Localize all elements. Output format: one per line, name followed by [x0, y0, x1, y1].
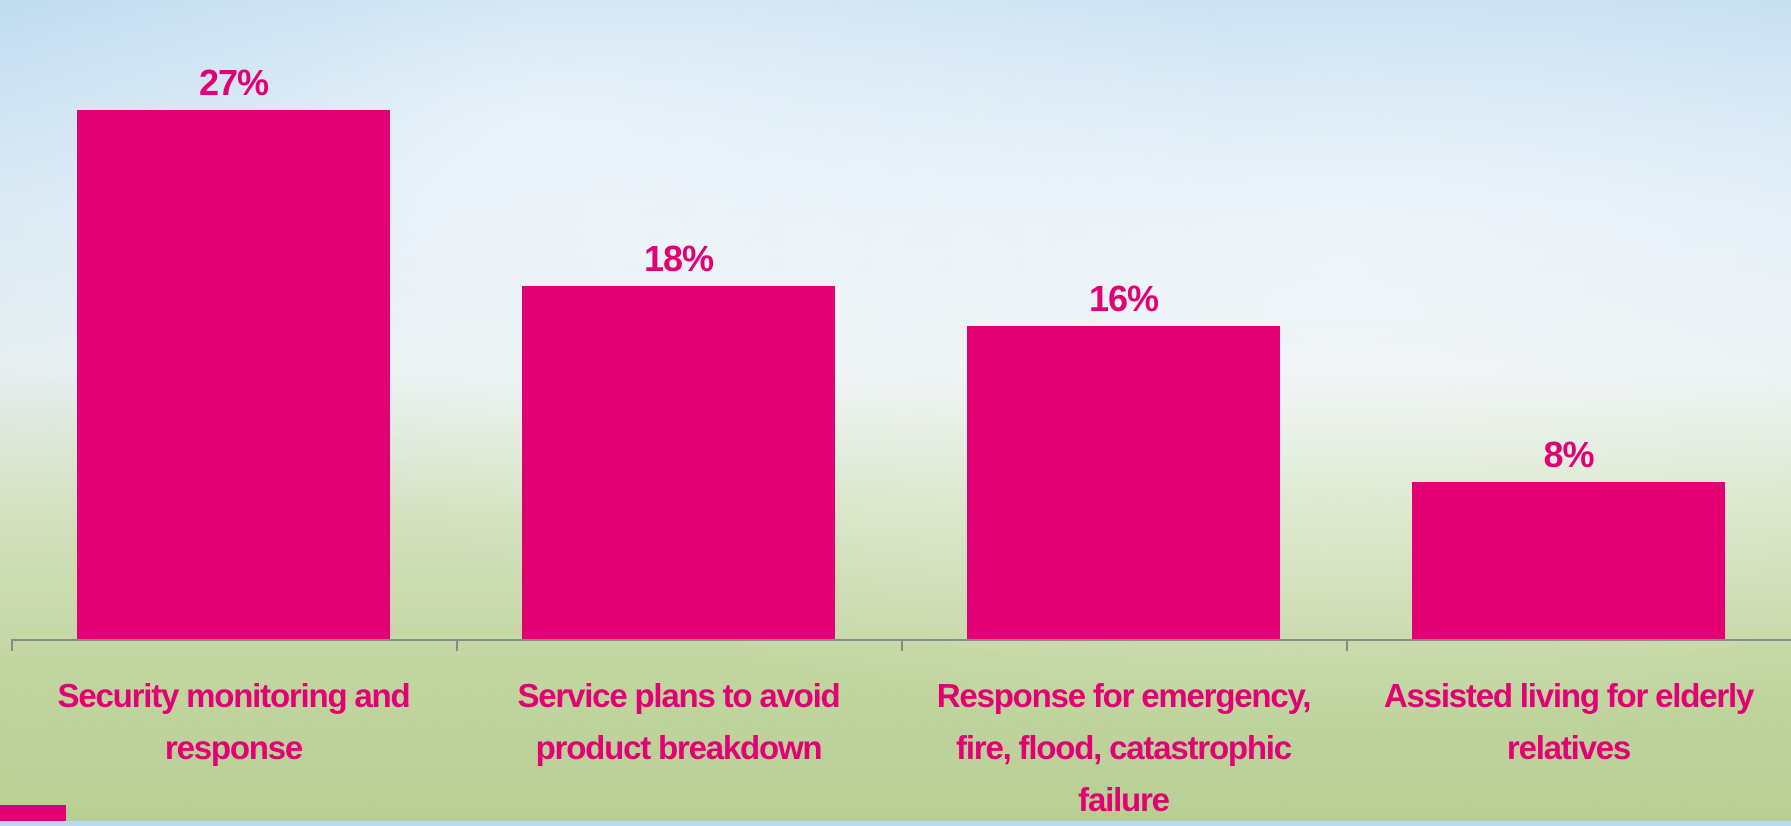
- value-label: 16%: [1088, 277, 1159, 319]
- value-label: 8%: [1543, 434, 1594, 476]
- bar: [77, 110, 390, 639]
- x-tick: [456, 639, 458, 651]
- bar: [967, 325, 1280, 639]
- bar: [1412, 482, 1725, 639]
- brand-mark: [0, 805, 66, 821]
- value-label: 18%: [643, 238, 714, 280]
- x-tick: [901, 639, 903, 651]
- x-tick: [11, 639, 13, 651]
- value-label: 27%: [198, 62, 269, 103]
- x-tick-label: Assisted living for elderly relatives: [1383, 677, 1754, 766]
- x-tick-label: Response for emergency, fire, flood, cat…: [936, 677, 1312, 818]
- x-tick-label: Security monitoring and response: [57, 677, 411, 766]
- bar: [522, 286, 835, 639]
- x-tick-label: Service plans to avoid product breakdown: [517, 677, 840, 766]
- x-tick: [1346, 639, 1348, 651]
